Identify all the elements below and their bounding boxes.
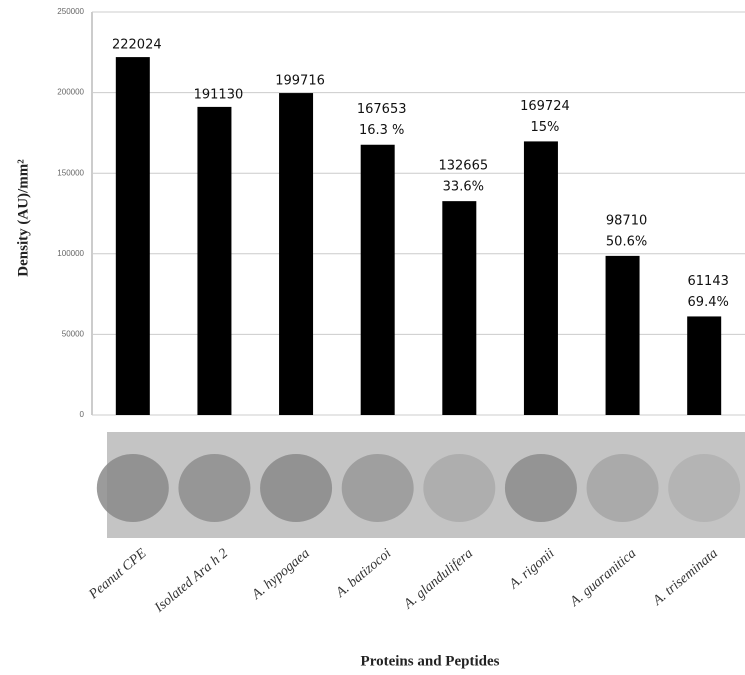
- bar: [279, 93, 313, 415]
- blot-dot: [423, 454, 495, 522]
- bar: [442, 201, 476, 415]
- x-tick-label: A. batizocoi: [333, 546, 395, 601]
- reduction-label: 33.6%: [443, 180, 484, 195]
- bar: [197, 107, 231, 415]
- x-axis-title: Proteins and Peptides: [361, 653, 500, 669]
- x-tick-label: Peanut CPE: [86, 546, 150, 603]
- reduction-label: 69.4%: [688, 295, 729, 310]
- y-axis-title: Density (AU)/mm²: [15, 159, 31, 277]
- bar: [524, 141, 558, 415]
- reduction-label: 50.6%: [606, 234, 647, 249]
- value-label: 222024: [112, 38, 162, 53]
- y-tick-label: 200000: [57, 88, 84, 97]
- bar: [687, 316, 721, 415]
- value-label: 167653: [357, 102, 407, 117]
- blot-dot: [178, 454, 250, 522]
- bar: [606, 256, 640, 415]
- blot-dot: [505, 454, 577, 522]
- x-tick-label: Isolated Ara h 2: [151, 546, 231, 616]
- x-tick-label: A. guaranitica: [567, 546, 639, 610]
- blot-dot: [97, 454, 169, 522]
- value-label: 199716: [275, 74, 325, 89]
- value-label: 169724: [520, 99, 570, 114]
- reduction-label: 15%: [530, 120, 559, 135]
- y-tick-label: 150000: [57, 168, 84, 177]
- y-tick-label: 0: [80, 410, 85, 419]
- x-tick-label: A. hypogaea: [249, 546, 313, 603]
- value-label: 132665: [438, 159, 488, 174]
- value-label: 61143: [688, 274, 729, 289]
- chart: Density (AU)/mm² Proteins and Peptides 0…: [0, 0, 745, 675]
- y-tick-label: 250000: [57, 7, 84, 16]
- value-label: 191130: [194, 87, 244, 102]
- reduction-label: 16.3 %: [359, 123, 404, 138]
- blot-dot: [260, 454, 332, 522]
- x-tick-label: A. triseminata: [650, 546, 721, 609]
- blot-dot: [342, 454, 414, 522]
- value-label: 98710: [606, 213, 647, 228]
- y-tick-label: 50000: [62, 330, 85, 339]
- bar: [116, 57, 150, 415]
- x-tick-label: A. glandulifera: [401, 546, 476, 613]
- blot-dot: [668, 454, 740, 522]
- x-tick-label: A. rigonii: [506, 546, 558, 593]
- blot-dot: [587, 454, 659, 522]
- y-tick-label: 100000: [57, 249, 84, 258]
- bar: [361, 145, 395, 415]
